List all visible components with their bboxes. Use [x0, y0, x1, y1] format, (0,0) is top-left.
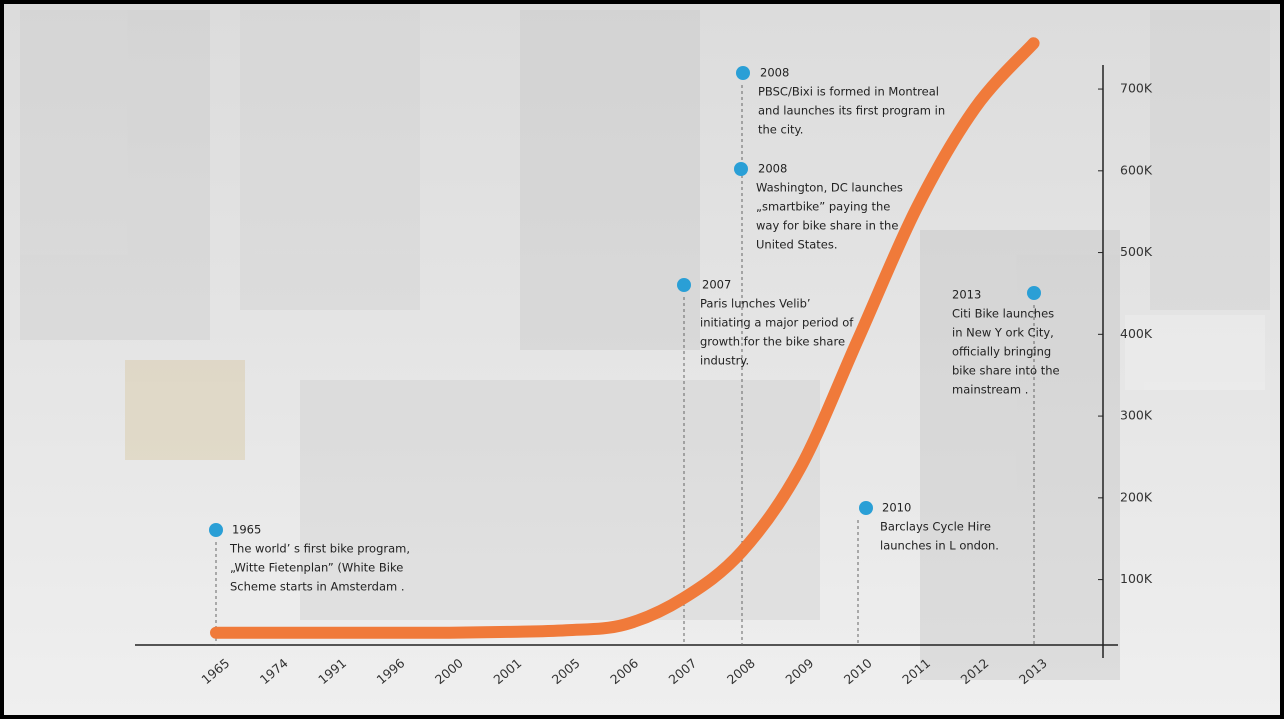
y-tick-label: 100K — [1120, 571, 1153, 586]
annotation-year: 2008 — [760, 66, 789, 80]
annotation-text: „Witte Fietenplan” (White Bike — [230, 561, 403, 575]
annotation-text: Washington, DC launches — [756, 181, 903, 195]
annotation-text: The world’ s first bike program, — [229, 542, 410, 556]
annotation-text: growth for the bike share — [700, 335, 845, 349]
annotation-text: officially bringing — [952, 345, 1051, 359]
annotation-text: in New Y ork City, — [952, 326, 1054, 340]
annotation-year: 2008 — [758, 162, 787, 176]
annotation-text: launches in L ondon. — [880, 539, 999, 553]
annotation-text: „smartbike” paying the — [756, 200, 890, 214]
annotation-year: 1965 — [232, 523, 261, 537]
annotation-text: United States. — [756, 238, 838, 252]
annotation-text: and launches its first program in — [758, 104, 945, 118]
annotation-text: Scheme starts in Amsterdam . — [230, 580, 405, 594]
marker-dot — [734, 162, 748, 176]
annotation-text: Paris lunches Velib’ — [700, 297, 811, 311]
y-tick-label: 300K — [1120, 408, 1153, 423]
annotation-text: Barclays Cycle Hire — [880, 520, 991, 534]
y-tick-label: 500K — [1120, 244, 1153, 259]
y-tick-label: 600K — [1120, 162, 1153, 177]
marker-dot — [736, 66, 750, 80]
annotation-text: PBSC/Bixi is formed in Montreal — [758, 85, 939, 99]
annotation-text: bike share into the — [952, 364, 1060, 378]
annotation-year: 2007 — [702, 278, 731, 292]
y-tick-label: 200K — [1120, 489, 1153, 504]
annotation-year: 2013 — [952, 288, 981, 302]
marker-dot — [209, 523, 223, 537]
marker-dot — [859, 501, 873, 515]
chart: 1965 The world’ s first bike program, „Wit… — [0, 0, 1284, 719]
y-tick-label: 400K — [1120, 326, 1153, 341]
marker-dot — [1027, 286, 1041, 300]
annotation-text: initiating a major period of — [700, 316, 854, 330]
marker-dot — [677, 278, 691, 292]
annotation-text: Citi Bike launches — [952, 307, 1054, 321]
annotation-year: 2010 — [882, 501, 911, 515]
annotation-text: mainstream . — [952, 383, 1028, 397]
annotation-text: the city. — [758, 123, 803, 137]
y-tick-label: 700K — [1120, 81, 1153, 96]
annotation-text: industry. — [700, 354, 749, 368]
annotation-text: way for bike share in the — [756, 219, 898, 233]
